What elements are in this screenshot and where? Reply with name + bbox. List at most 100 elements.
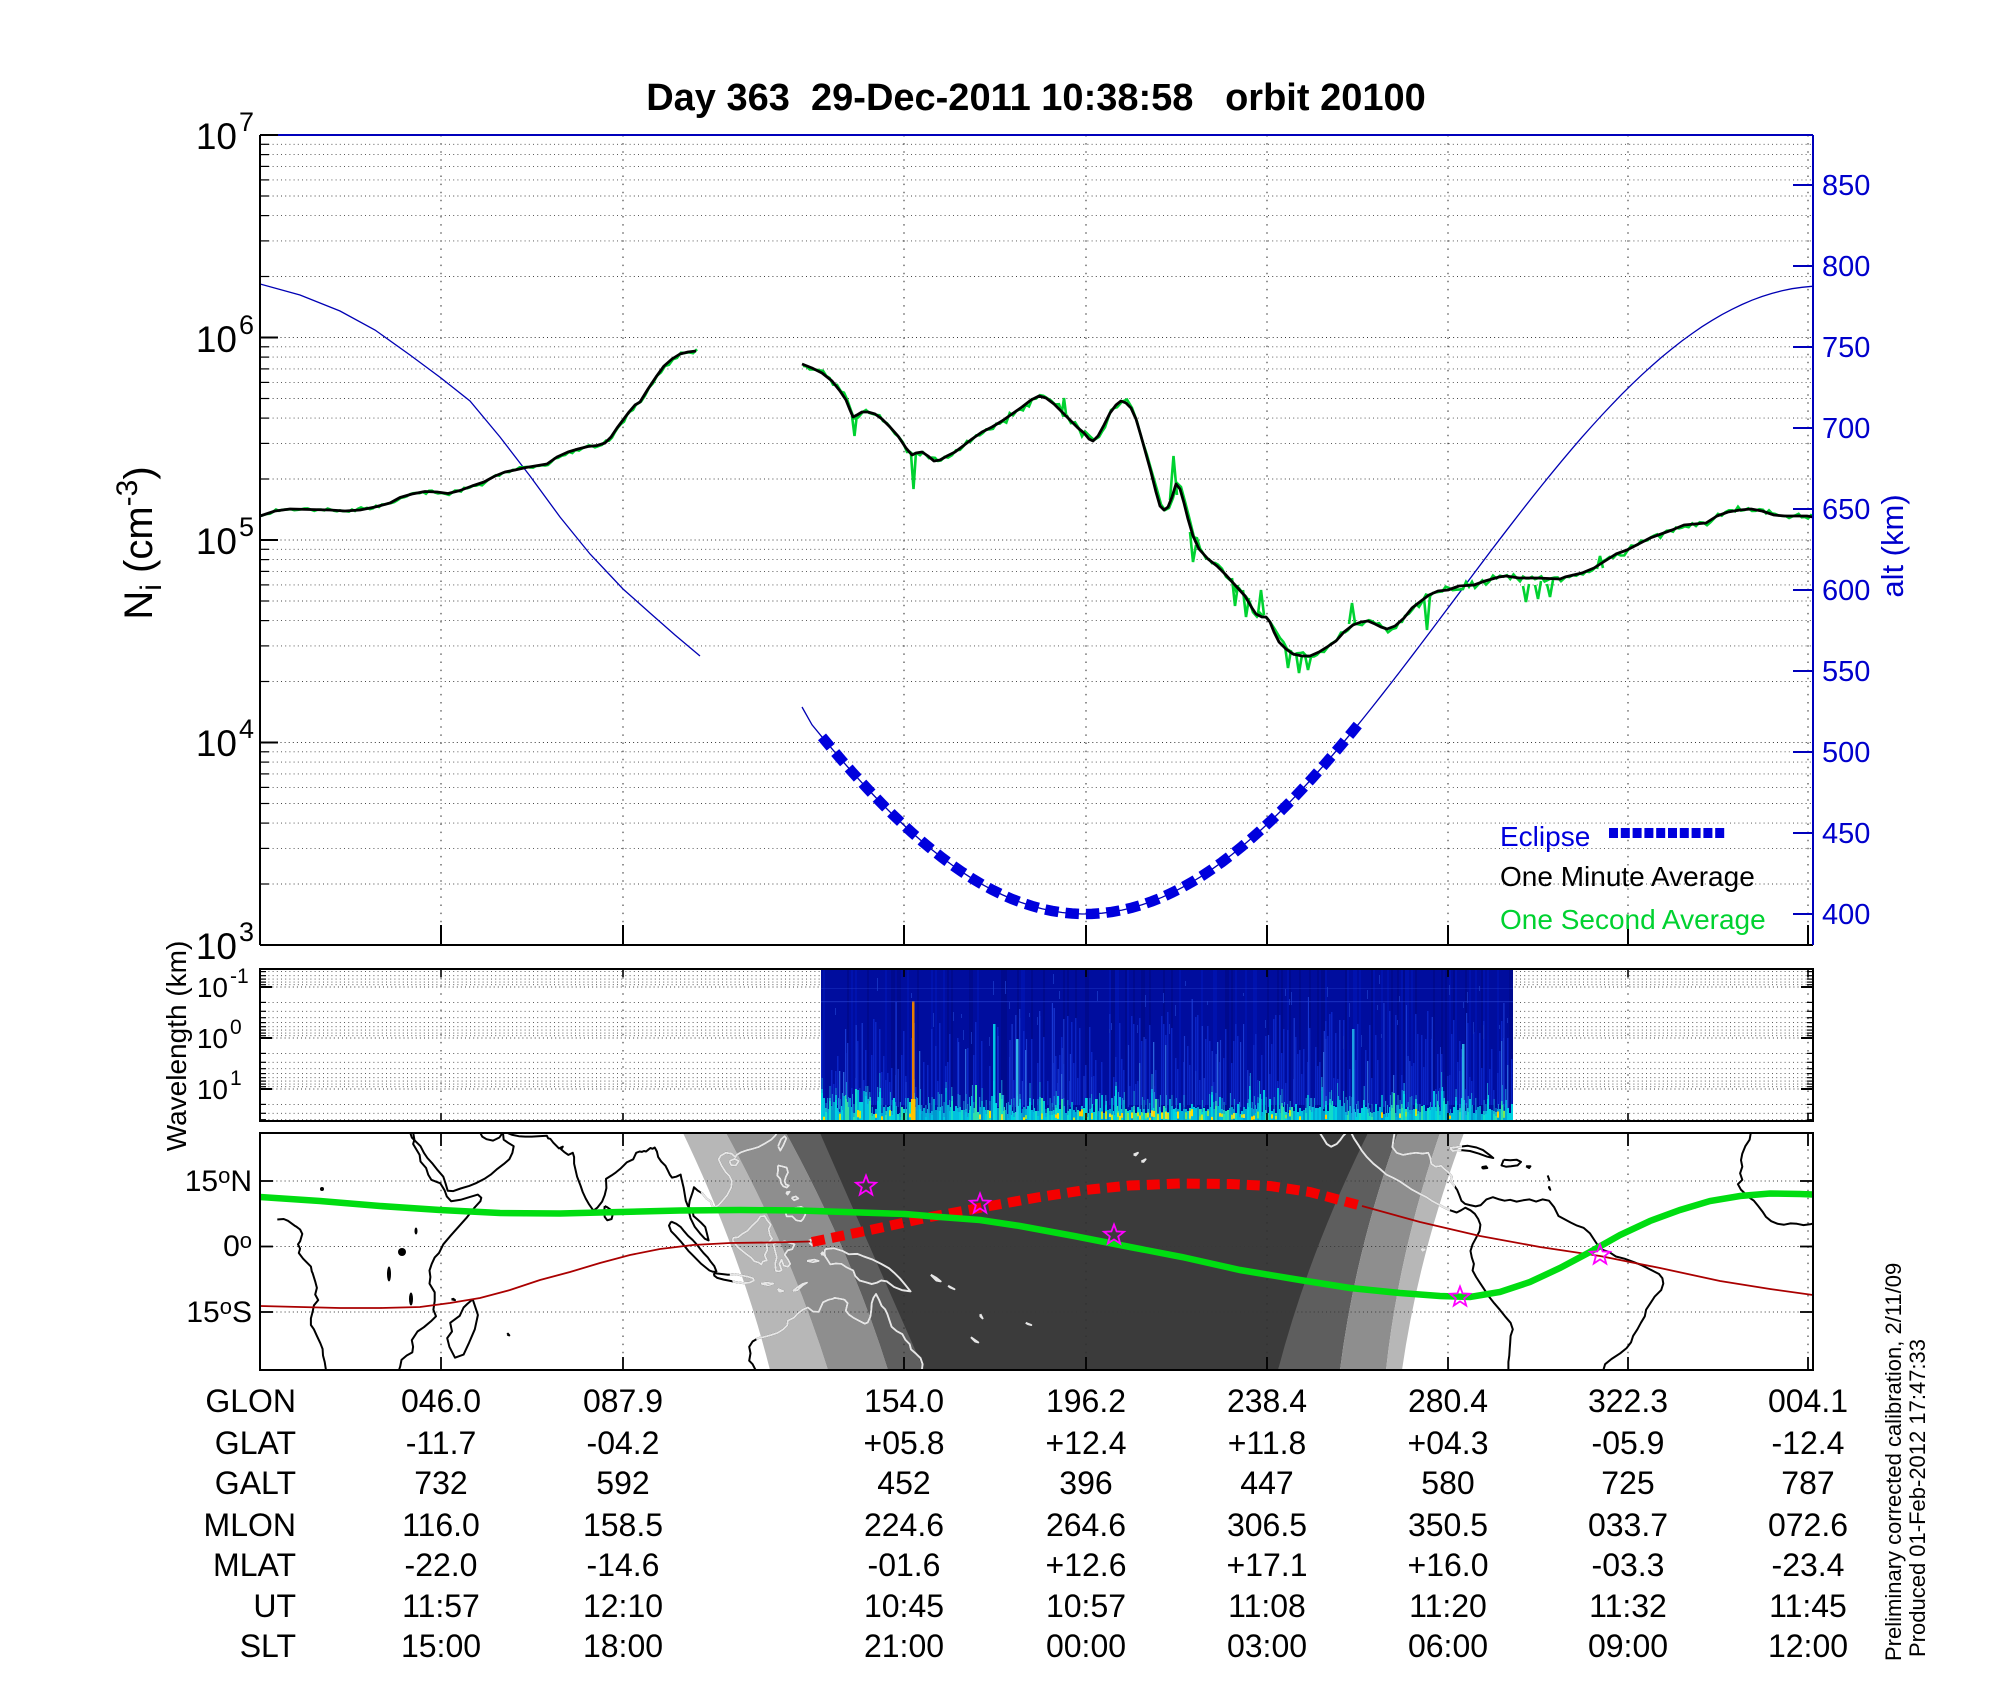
svg-text:-05.9: -05.9 (1592, 1425, 1665, 1461)
svg-text:+11.8: +11.8 (1228, 1425, 1307, 1461)
svg-text:10:57: 10:57 (1046, 1588, 1126, 1624)
svg-text:+17.1: +17.1 (1227, 1547, 1308, 1583)
svg-text:580: 580 (1421, 1465, 1474, 1501)
svg-text:447: 447 (1240, 1465, 1293, 1501)
svg-text:4: 4 (239, 714, 254, 744)
svg-text:452: 452 (877, 1465, 930, 1501)
svg-text:238.4: 238.4 (1227, 1383, 1307, 1419)
svg-text:21:00: 21:00 (864, 1628, 944, 1664)
svg-text:650: 650 (1822, 494, 1870, 526)
svg-text:087.9: 087.9 (583, 1383, 663, 1419)
svg-text:10:45: 10:45 (864, 1588, 944, 1624)
svg-text:725: 725 (1601, 1465, 1654, 1501)
svg-text:700: 700 (1822, 413, 1870, 445)
svg-text:11:45: 11:45 (1769, 1588, 1847, 1624)
svg-text:Day 363 29-Dec-2011 10:38:58: Day 363 29-Dec-2011 10:38:58 orbit 20100 (646, 77, 1426, 119)
svg-text:224.6: 224.6 (864, 1507, 944, 1543)
svg-text:12:00: 12:00 (1768, 1628, 1848, 1664)
svg-text:5: 5 (239, 512, 254, 542)
svg-text:11:57: 11:57 (402, 1588, 480, 1624)
svg-text:09:00: 09:00 (1588, 1628, 1668, 1664)
svg-text:Ni (cm-3): Ni (cm-3) (111, 466, 168, 619)
svg-text:033.7: 033.7 (1588, 1507, 1668, 1543)
svg-text:046.0: 046.0 (401, 1383, 481, 1419)
svg-text:15oN: 15oN (185, 1163, 252, 1198)
svg-text:11:08: 11:08 (1228, 1588, 1306, 1624)
svg-text:850: 850 (1822, 170, 1870, 202)
svg-text:10: 10 (197, 1074, 228, 1105)
svg-text:One Second Average: One Second Average (1500, 904, 1766, 935)
svg-text:18:00: 18:00 (583, 1628, 663, 1664)
svg-text:+16.0: +16.0 (1408, 1547, 1489, 1583)
svg-text:15oS: 15oS (186, 1294, 252, 1329)
svg-text:12:10: 12:10 (583, 1588, 663, 1624)
svg-text:Wavelength (km): Wavelength (km) (161, 941, 192, 1152)
svg-text:GLAT: GLAT (215, 1425, 296, 1461)
svg-text:10: 10 (196, 521, 237, 562)
svg-text:+12.4: +12.4 (1046, 1425, 1127, 1461)
svg-text:+12.6: +12.6 (1046, 1547, 1127, 1583)
svg-text:10: 10 (197, 972, 228, 1003)
svg-text:-14.6: -14.6 (587, 1547, 660, 1583)
svg-text:600: 600 (1822, 575, 1870, 607)
svg-text:MLON: MLON (204, 1507, 296, 1543)
svg-text:10: 10 (196, 723, 237, 764)
svg-text:UT: UT (253, 1588, 296, 1624)
svg-text:15:00: 15:00 (401, 1628, 481, 1664)
svg-text:116.0: 116.0 (402, 1507, 480, 1543)
svg-text:GALT: GALT (215, 1465, 296, 1501)
svg-text:-11.7: -11.7 (406, 1425, 477, 1461)
svg-text:GLON: GLON (205, 1383, 296, 1419)
svg-text:alt (km): alt (km) (1875, 494, 1910, 597)
svg-text:592: 592 (596, 1465, 649, 1501)
svg-text:10: 10 (196, 926, 237, 967)
svg-text:1: 1 (230, 1067, 242, 1090)
svg-text:280.4: 280.4 (1408, 1383, 1488, 1419)
svg-text:+04.3: +04.3 (1408, 1425, 1489, 1461)
svg-text:450: 450 (1822, 818, 1870, 850)
svg-text:154.0: 154.0 (864, 1383, 944, 1419)
svg-text:-04.2: -04.2 (587, 1425, 660, 1461)
svg-text:10: 10 (197, 1023, 228, 1054)
svg-text:Eclipse: Eclipse (1500, 821, 1590, 852)
svg-text:Preliminary corrected calibrat: Preliminary corrected calibration, 2/11/… (1881, 1263, 1906, 1661)
svg-text:-03.3: -03.3 (1592, 1547, 1665, 1583)
svg-text:-01.6: -01.6 (868, 1547, 941, 1583)
svg-text:03:00: 03:00 (1227, 1628, 1307, 1664)
svg-text:-1: -1 (230, 965, 249, 988)
svg-text:11:32: 11:32 (1589, 1588, 1667, 1624)
svg-text:750: 750 (1822, 332, 1870, 364)
svg-text:3: 3 (239, 917, 254, 947)
svg-text:10: 10 (196, 319, 237, 360)
svg-text:800: 800 (1822, 251, 1870, 283)
svg-text:11:20: 11:20 (1409, 1588, 1487, 1624)
svg-text:00:00: 00:00 (1046, 1628, 1126, 1664)
svg-text:MLAT: MLAT (213, 1547, 296, 1583)
svg-text:-12.4: -12.4 (1772, 1425, 1845, 1461)
svg-text:400: 400 (1822, 899, 1870, 931)
svg-text:306.5: 306.5 (1227, 1507, 1307, 1543)
svg-text:196.2: 196.2 (1046, 1383, 1126, 1419)
svg-text:264.6: 264.6 (1046, 1507, 1126, 1543)
svg-text:Produced 01-Feb-2012 17:47:33: Produced 01-Feb-2012 17:47:33 (1905, 1339, 1930, 1657)
svg-text:004.1: 004.1 (1768, 1383, 1848, 1419)
svg-text:732: 732 (414, 1465, 467, 1501)
svg-text:06:00: 06:00 (1408, 1628, 1488, 1664)
svg-text:-23.4: -23.4 (1772, 1547, 1845, 1583)
svg-text:396: 396 (1059, 1465, 1112, 1501)
svg-text:322.3: 322.3 (1588, 1383, 1668, 1419)
svg-text:10: 10 (196, 116, 237, 157)
svg-text:-22.0: -22.0 (405, 1547, 478, 1583)
svg-text:7: 7 (239, 107, 254, 137)
svg-text:SLT: SLT (240, 1628, 296, 1664)
svg-text:158.5: 158.5 (583, 1507, 663, 1543)
svg-text:500: 500 (1822, 737, 1870, 769)
svg-text:0: 0 (230, 1016, 242, 1039)
svg-text:One Minute Average: One Minute Average (1500, 861, 1755, 892)
svg-text:+05.8: +05.8 (864, 1425, 945, 1461)
svg-text:550: 550 (1822, 656, 1870, 688)
svg-text:787: 787 (1781, 1465, 1834, 1501)
svg-text:350.5: 350.5 (1408, 1507, 1488, 1543)
svg-text:6: 6 (239, 310, 254, 340)
svg-text:072.6: 072.6 (1768, 1507, 1848, 1543)
